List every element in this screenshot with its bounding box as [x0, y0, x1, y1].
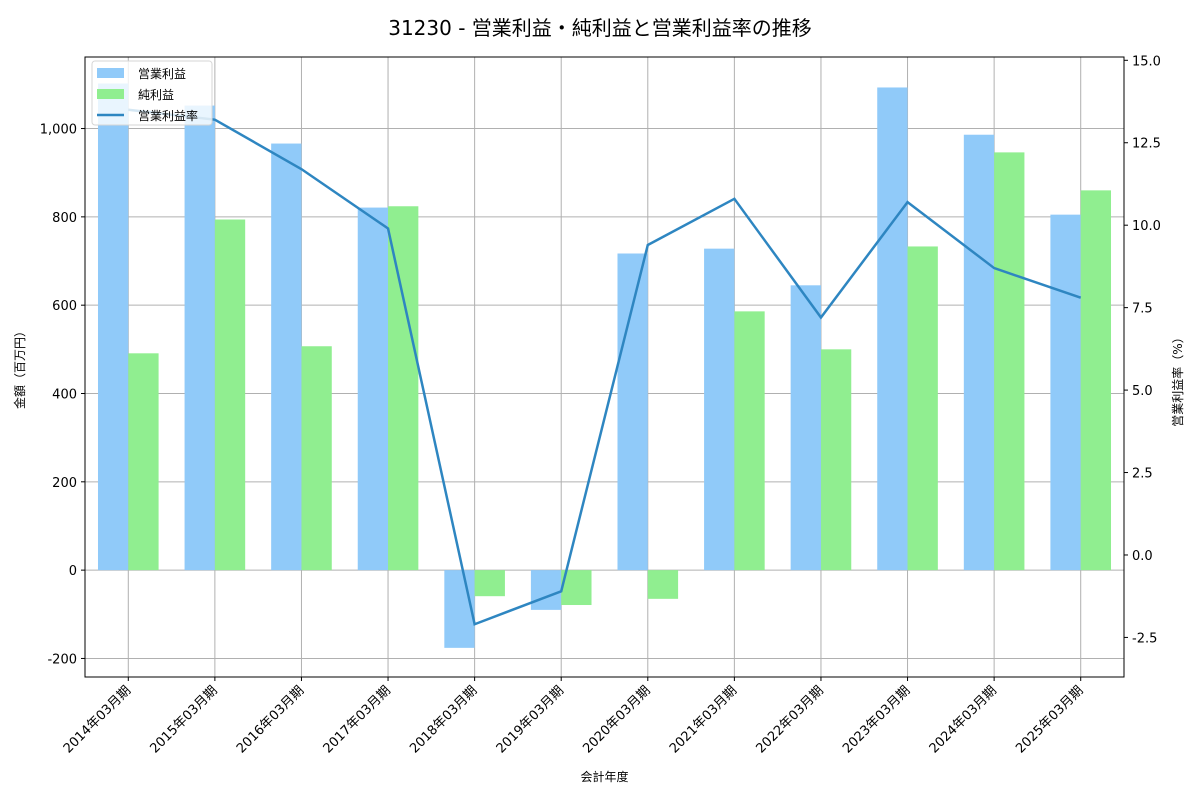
x-tick-label: 2019年03月期 — [494, 683, 567, 756]
left-tick-label: -200 — [47, 652, 77, 667]
bar-net-profit — [647, 570, 679, 599]
bar-net-profit — [1080, 190, 1112, 571]
chart-title: 31230 - 営業利益・純利益と営業利益率の推移 — [388, 16, 812, 40]
bar-net-profit — [128, 353, 159, 571]
legend-swatch — [97, 68, 124, 78]
bar-net-profit — [214, 219, 246, 571]
bar-net-profit — [301, 346, 332, 571]
bar-operating-profit — [963, 134, 995, 571]
right-tick-label: 12.5 — [1132, 137, 1161, 152]
plot-frame — [84, 56, 1125, 678]
operating-margin-line — [128, 108, 1082, 626]
left-tick-label: 400 — [52, 387, 77, 402]
x-axis-label: 会計年度 — [580, 769, 628, 784]
bar-net-profit — [820, 349, 852, 571]
bar-operating-profit — [704, 248, 735, 571]
bar-operating-profit — [357, 207, 389, 571]
x-tick-label: 2020年03月期 — [580, 683, 653, 756]
bar-operating-profit — [444, 570, 475, 648]
x-tick-label: 2021年03月期 — [667, 683, 740, 756]
x-tick-label: 2023年03月期 — [840, 683, 913, 756]
right-tick-label: -2.5 — [1132, 631, 1157, 646]
margin-polyline — [128, 108, 1082, 626]
legend-label: 純利益 — [138, 88, 174, 102]
bar-operating-profit — [530, 570, 562, 610]
legend-swatch — [97, 89, 124, 99]
x-tick-label: 2022年03月期 — [754, 683, 827, 756]
y2-axis-label: 営業利益率（%） — [1170, 331, 1185, 426]
y-axis-label: 金額（百万円） — [12, 325, 27, 409]
right-tick-label: 2.5 — [1132, 467, 1153, 482]
x-tick-label: 2025年03月期 — [1013, 683, 1086, 756]
bar-operating-profit — [97, 83, 129, 571]
x-tick-label: 2014年03月期 — [61, 683, 134, 756]
right-tick-label: 5.0 — [1132, 384, 1153, 399]
right-tick-label: 7.5 — [1132, 302, 1153, 317]
bar-operating-profit — [184, 105, 215, 571]
x-tick-label: 2024年03月期 — [927, 683, 1000, 756]
left-tick-label: 0 — [69, 564, 77, 579]
right-tick-label: 10.0 — [1132, 219, 1161, 234]
bar-net-profit — [907, 246, 938, 571]
left-tick-label: 600 — [52, 299, 77, 314]
left-tick-label: 800 — [52, 211, 77, 226]
right-tick-label: 15.0 — [1132, 54, 1161, 69]
bar-net-profit — [994, 152, 1025, 571]
bar-operating-profit — [271, 143, 302, 571]
right-tick-label: 0.0 — [1132, 549, 1153, 564]
bar-operating-profit — [790, 285, 821, 571]
bar-net-profit — [474, 570, 505, 597]
bar-net-profit — [388, 206, 419, 571]
bars — [97, 83, 1112, 648]
legend-label: 営業利益率 — [138, 108, 198, 123]
x-tick-label: 2016年03月期 — [234, 683, 307, 756]
x-tick-label: 2015年03月期 — [147, 683, 220, 756]
legend-label: 営業利益 — [138, 67, 186, 81]
bar-operating-profit — [877, 87, 908, 571]
left-tick-label: 200 — [52, 476, 77, 491]
x-tick-label: 2017年03月期 — [321, 683, 394, 756]
left-tick-label: 1,000 — [40, 123, 77, 138]
x-tick-label: 2018年03月期 — [407, 683, 480, 756]
bar-operating-profit — [1050, 214, 1081, 571]
bar-net-profit — [734, 311, 765, 571]
